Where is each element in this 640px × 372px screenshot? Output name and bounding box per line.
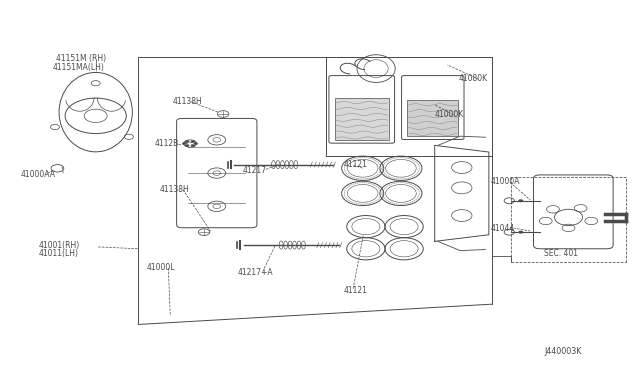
- Circle shape: [191, 140, 195, 142]
- Text: 41138H: 41138H: [172, 97, 202, 106]
- Text: 41138H: 41138H: [159, 185, 189, 194]
- Text: 41011(LH): 41011(LH): [38, 249, 78, 258]
- Text: 41000K: 41000K: [435, 109, 464, 119]
- Text: 41000A: 41000A: [491, 177, 520, 186]
- Text: 41151MA(LH): 41151MA(LH): [52, 63, 104, 72]
- Circle shape: [185, 140, 189, 142]
- Text: 41000L: 41000L: [147, 263, 175, 272]
- Text: 41044: 41044: [491, 224, 515, 233]
- Circle shape: [518, 199, 524, 202]
- Circle shape: [518, 231, 524, 234]
- Text: 41001(RH): 41001(RH): [38, 241, 79, 250]
- Bar: [335, 98, 389, 140]
- Text: 41151M (RH): 41151M (RH): [56, 54, 106, 63]
- Text: 41217: 41217: [243, 166, 266, 175]
- Text: SEC. 401: SEC. 401: [544, 249, 579, 258]
- Circle shape: [194, 142, 198, 145]
- Text: 41080K: 41080K: [459, 74, 488, 83]
- Text: 41217+A: 41217+A: [237, 268, 273, 277]
- Text: 41121: 41121: [344, 160, 367, 169]
- Text: 4112B: 4112B: [154, 139, 179, 148]
- Circle shape: [191, 144, 195, 147]
- Text: J440003K: J440003K: [544, 347, 582, 356]
- Circle shape: [185, 144, 189, 147]
- Circle shape: [182, 142, 186, 145]
- Text: 41121: 41121: [344, 286, 367, 295]
- Text: 41000AA: 41000AA: [20, 170, 56, 179]
- Bar: [407, 100, 458, 136]
